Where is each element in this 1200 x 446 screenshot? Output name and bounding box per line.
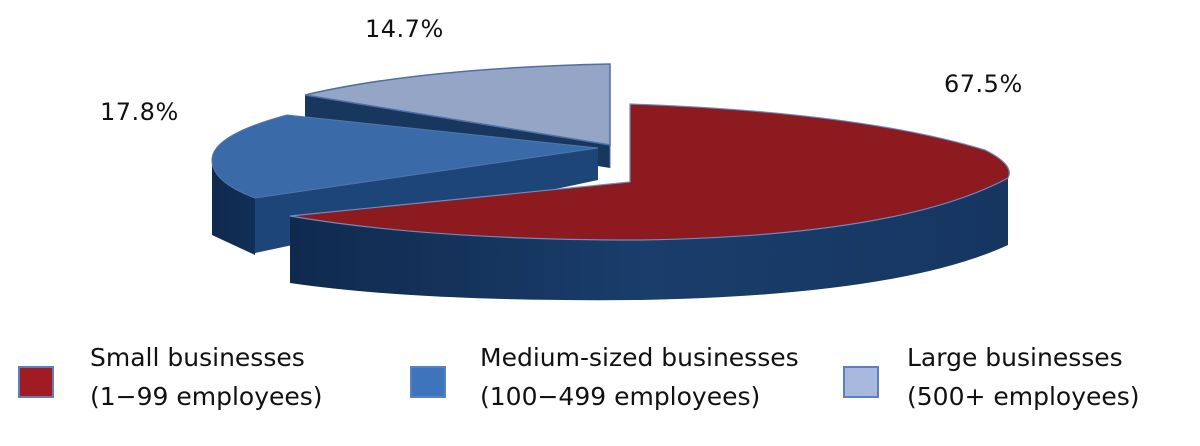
legend-swatch-medium bbox=[410, 366, 446, 398]
label-small-pct: 67.5% bbox=[944, 70, 1023, 98]
legend-item-large: Large businesses (500+ employees) bbox=[843, 338, 1140, 416]
legend-text-medium: Medium-sized businesses (100−499 employee… bbox=[480, 343, 799, 411]
pie-chart bbox=[211, 63, 1010, 301]
legend-text-small: Small businesses (1−99 employees) bbox=[90, 343, 323, 411]
legend-text-large: Large businesses (500+ employees) bbox=[907, 343, 1140, 411]
legend-swatch-small bbox=[18, 366, 54, 398]
label-medium-pct: 17.8% bbox=[100, 98, 179, 126]
slice-small bbox=[289, 103, 1010, 301]
legend-item-small: Small businesses (1−99 employees) bbox=[18, 338, 323, 416]
label-large-pct: 14.7% bbox=[365, 15, 444, 43]
legend-item-medium: Medium-sized businesses (100−499 employee… bbox=[410, 338, 799, 416]
legend: Small businesses (1−99 employees) Medium-… bbox=[0, 338, 1200, 446]
legend-swatch-large bbox=[843, 366, 879, 398]
